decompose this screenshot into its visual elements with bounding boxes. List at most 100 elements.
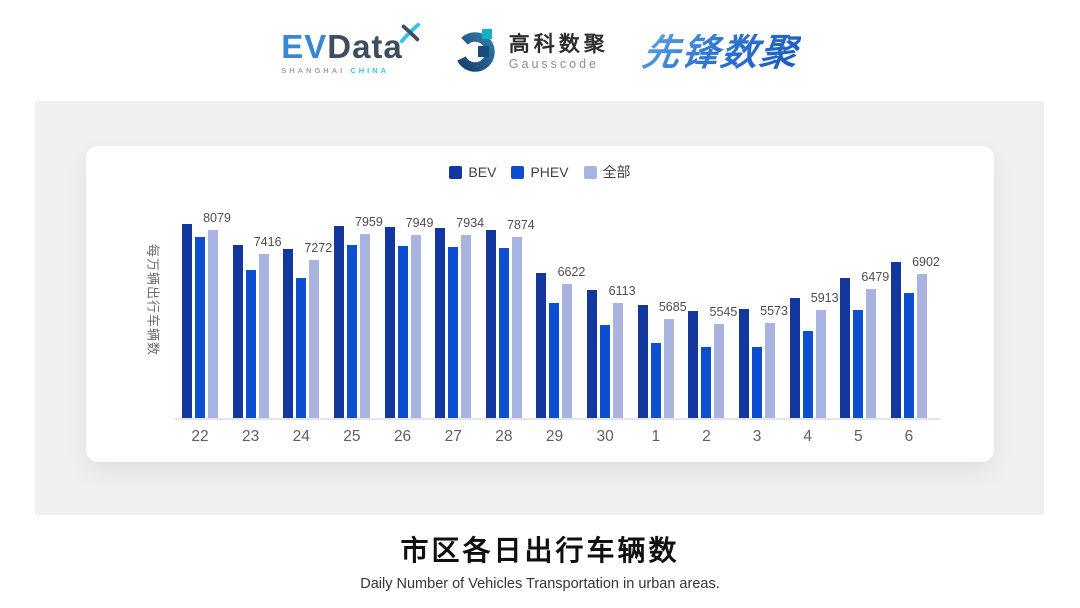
x-axis-label-25: 25 <box>343 428 361 445</box>
gausscode-text-block: 高科数聚 Gausscode <box>509 33 609 71</box>
bar-all-5 <box>866 289 877 419</box>
bar-phev-3 <box>752 347 763 419</box>
bar-bev-3 <box>739 308 750 419</box>
bar-bev-6 <box>890 261 901 419</box>
bar-group-5: 6479 5 <box>840 214 889 445</box>
x-axis-label-24: 24 <box>292 428 310 445</box>
bar-value-label-1: 5685 <box>658 299 687 314</box>
bar-all-24 <box>309 259 320 419</box>
bar-phev-6 <box>903 293 914 419</box>
bar-value-label-23: 7416 <box>253 235 282 250</box>
bar-all-30 <box>613 303 624 419</box>
x-axis-label-22: 22 <box>191 428 209 445</box>
x-axis-label-1: 1 <box>651 428 661 445</box>
bar-all-1 <box>663 318 674 419</box>
bar-group-6: 6902 6 <box>890 214 940 445</box>
bar-bev-25 <box>333 226 344 419</box>
bar-value-label-25: 7959 <box>355 215 383 230</box>
bar-bev-30 <box>587 290 598 419</box>
bar-all-22 <box>208 229 218 419</box>
bar-bev-24 <box>283 249 294 419</box>
bar-group-26: 7949 26 <box>384 214 433 445</box>
evdata-subtitle: SHANGHAI CHINA <box>281 66 403 75</box>
x-axis-label-23: 23 <box>242 428 260 445</box>
bar-all-29 <box>562 284 573 419</box>
bar-all-28 <box>511 237 522 419</box>
plot-bars: 8079 22 7416 23 7272 24 7959 25 7949 26 7934 27 7874… <box>182 211 940 445</box>
chart-card: BEV PHEV 全部 每万辆出行车辆数 8079 22 7416 23 7272 24 795… <box>86 146 994 462</box>
bar-all-25 <box>359 234 370 419</box>
caption-subtitle: Daily Number of Vehicles Transportation … <box>360 576 720 592</box>
bar-value-label-30: 6113 <box>608 284 636 298</box>
x-axis-label-30: 30 <box>596 428 614 445</box>
bar-bev-29 <box>536 272 547 419</box>
chart-panel: BEV PHEV 全部 每万辆出行车辆数 8079 22 7416 23 7272 24 795… <box>35 101 1044 515</box>
pioneer-logo: 先锋数聚 <box>639 31 802 73</box>
bar-group-1: 5685 1 <box>637 214 687 445</box>
bar-bev-22 <box>182 224 192 419</box>
bar-bev-4 <box>789 298 800 419</box>
evdata-ev-text: EV <box>281 27 328 65</box>
bar-bev-26 <box>384 227 395 419</box>
bar-group-27: 7934 27 <box>435 214 484 445</box>
bar-phev-5 <box>853 310 864 419</box>
bar-group-24: 7272 24 <box>283 214 332 445</box>
bar-group-23: 7416 23 <box>232 214 282 445</box>
bar-all-27 <box>461 235 472 419</box>
bar-value-label-26: 7949 <box>405 215 434 230</box>
bar-bev-27 <box>435 227 446 419</box>
bar-group-3: 5573 3 <box>739 214 788 445</box>
bar-bev-23 <box>232 244 243 419</box>
bar-value-label-4: 5913 <box>810 291 839 306</box>
bar-all-23 <box>258 254 269 419</box>
bar-phev-1 <box>650 342 661 419</box>
legend-item-all[interactable]: 全部 <box>583 162 631 182</box>
x-axis-label-28: 28 <box>495 428 513 445</box>
bar-group-4: 5913 4 <box>789 214 839 445</box>
bar-phev-4 <box>802 331 813 419</box>
x-axis-label-26: 26 <box>393 428 412 445</box>
y-axis-title: 每万辆出行车辆数 <box>145 243 161 357</box>
legend-item-bev[interactable]: BEV <box>449 164 496 180</box>
legend-swatch-bev <box>449 165 463 179</box>
bar-all-2 <box>714 324 725 419</box>
bar-group-29: 6622 29 <box>536 214 585 445</box>
evdata-data-text: Data <box>327 27 403 65</box>
legend-swatch-all <box>583 165 597 179</box>
x-axis-label-27: 27 <box>444 428 462 445</box>
bar-value-label-3: 5573 <box>760 304 788 319</box>
evdata-wordmark: EVData <box>281 30 403 63</box>
legend-label-bev: BEV <box>468 164 497 180</box>
gausscode-en-text: Gausscode <box>508 57 600 72</box>
chart-legend: BEV PHEV 全部 <box>86 162 994 182</box>
bar-value-label-5: 6479 <box>861 270 890 285</box>
legend-swatch-phev <box>511 165 525 179</box>
x-axis-label-29: 29 <box>545 428 564 445</box>
gausscode-cn-text: 高科数聚 <box>508 32 609 56</box>
legend-item-phev[interactable]: PHEV <box>511 164 569 180</box>
bar-group-2: 5545 2 <box>688 214 737 445</box>
bar-value-label-24: 7272 <box>304 240 333 255</box>
bar-phev-2 <box>701 346 712 419</box>
bar-phev-28 <box>498 248 509 419</box>
header-logos: EVData SHANGHAI CHINA <box>0 16 1080 88</box>
bar-all-6 <box>916 273 927 419</box>
x-axis-label-5: 5 <box>854 428 863 445</box>
x-axis-label-4: 4 <box>803 428 812 445</box>
bar-all-3 <box>765 323 776 419</box>
bar-phev-30 <box>600 325 611 419</box>
x-axis-label-2: 2 <box>702 428 711 445</box>
gausscode-logo: 高科数聚 Gausscode <box>453 27 609 78</box>
evdata-logo: EVData SHANGHAI CHINA <box>281 22 420 75</box>
x-axis-label-3: 3 <box>752 428 762 445</box>
bar-phev-22 <box>195 237 205 419</box>
bar-group-25: 7959 25 <box>333 214 383 445</box>
bar-phev-27 <box>448 246 459 419</box>
bar-value-label-2: 5545 <box>709 305 738 320</box>
legend-label-all: 全部 <box>602 164 631 180</box>
bar-phev-25 <box>346 245 357 419</box>
bar-value-label-6: 6902 <box>912 254 940 269</box>
bar-bev-5 <box>840 277 851 419</box>
legend-label-phev: PHEV <box>530 164 569 180</box>
